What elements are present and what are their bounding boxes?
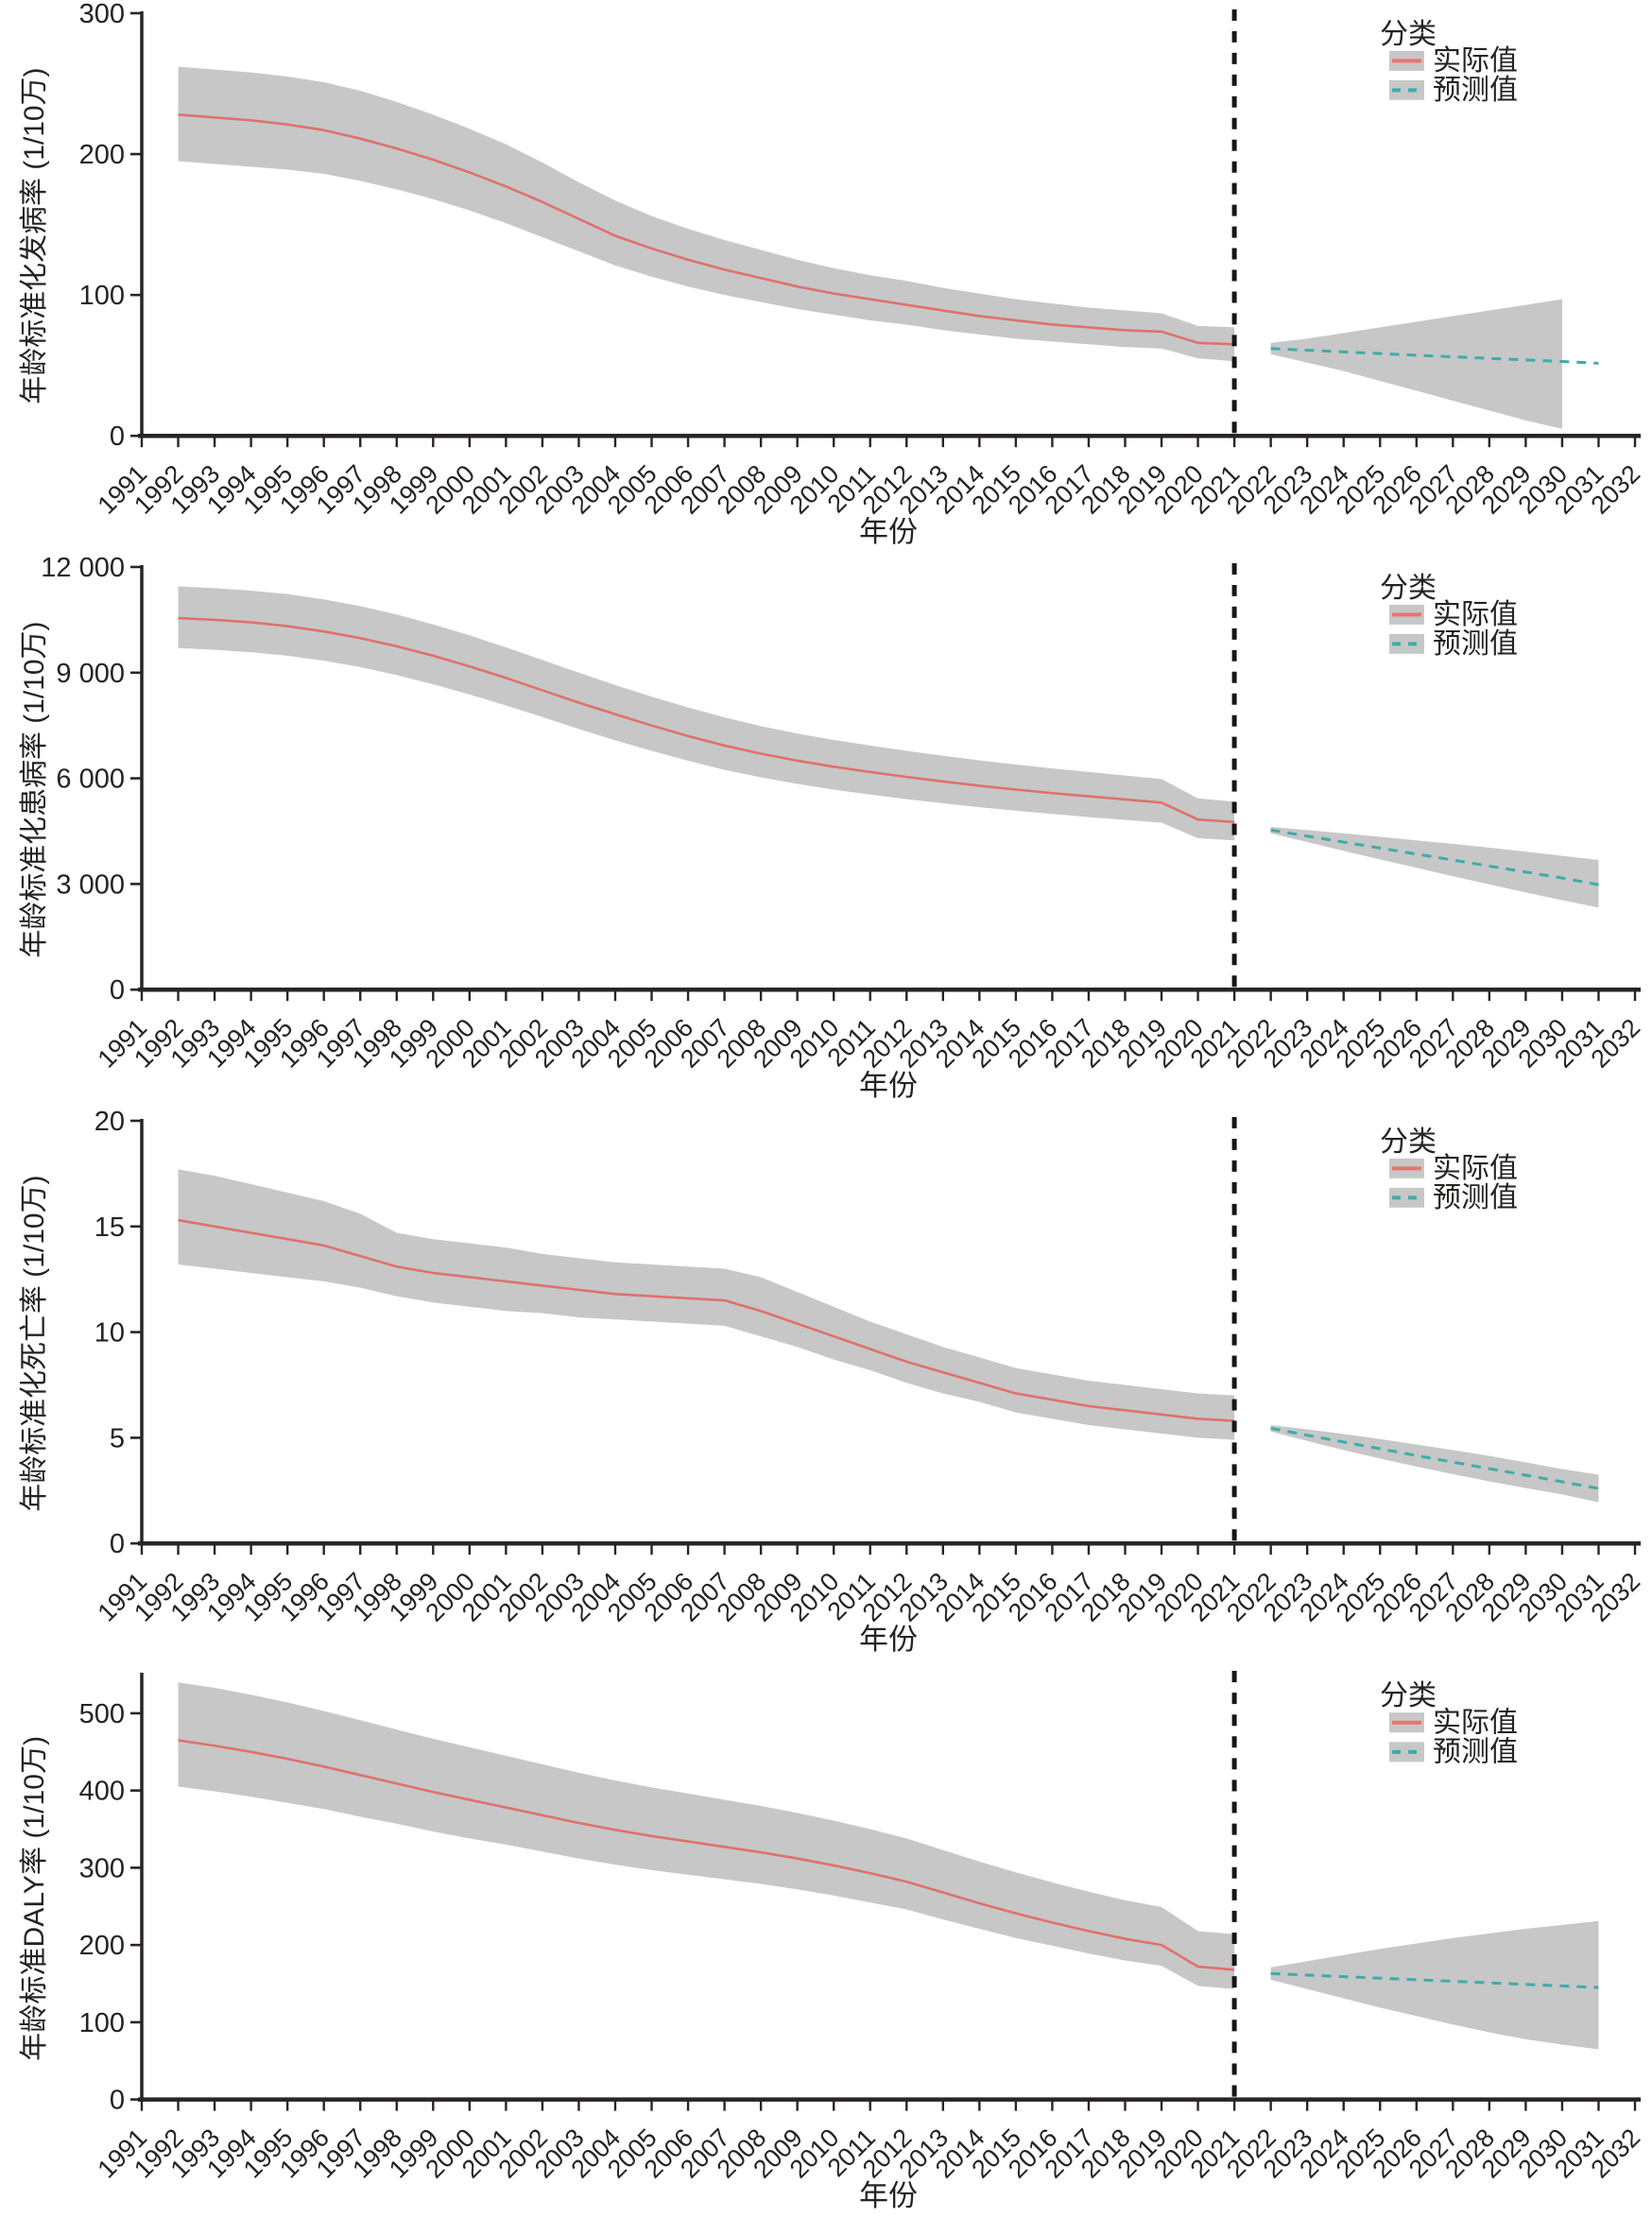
x-axis-title: 年份 — [859, 1623, 918, 1656]
y-tick-label: 5 — [110, 1423, 125, 1453]
y-axis-title: 年龄标准化发病率 (1/10万) — [19, 68, 50, 404]
legend-forecast-swatch — [1389, 1187, 1424, 1208]
y-axis-title: 年龄标准化死亡率 (1/10万) — [19, 1176, 50, 1512]
y-tick-label: 200 — [79, 1931, 125, 1961]
legend-title: 分类 — [1380, 573, 1437, 604]
forecast-confidence-band — [1270, 827, 1599, 908]
panel-incidence-rate: 1991 1992 1993 1994 1995 1996 1997 1998 1999 2000… — [0, 0, 1652, 554]
legend: 分类 实际值 预测值 — [1380, 1126, 1518, 1213]
forecast-line — [1270, 1426, 1599, 1490]
legend-actual-label: 实际值 — [1433, 1153, 1518, 1184]
panel-prevalence-rate: 1991 1992 1993 1994 1995 1996 1997 1998 1999 2000… — [0, 554, 1652, 1108]
incidence-chart: 1991199219931994199519961997199819992000… — [19, 0, 1645, 548]
actual-line — [178, 616, 1235, 824]
y-tick-label: 12 000 — [41, 554, 125, 583]
legend-forecast-label: 预测值 — [1433, 628, 1518, 660]
forecast-confidence-band — [1270, 1920, 1599, 2050]
daly-chart: 1991199219931994199519961997199819992000… — [19, 1671, 1645, 2212]
legend-forecast-label: 预测值 — [1433, 1736, 1518, 1767]
y-tick-label: 15 — [95, 1212, 125, 1243]
actual-line — [178, 1218, 1235, 1422]
y-tick-label: 10 — [95, 1318, 125, 1349]
legend-forecast-swatch — [1389, 633, 1424, 654]
y-tick-label: 0 — [110, 421, 125, 452]
legend-forecast-label: 预测值 — [1433, 1182, 1518, 1213]
y-tick-label: 300 — [79, 0, 125, 29]
y-tick-label: 200 — [79, 140, 125, 170]
legend-forecast-label: 预测值 — [1433, 75, 1518, 106]
prevalence-chart: 1991199219931994199519961997199819992000… — [19, 554, 1645, 1102]
y-tick-label: 6 000 — [56, 765, 125, 795]
legend: 分类 实际值 预测值 — [1380, 1680, 1518, 1767]
legend-actual-label: 实际值 — [1433, 1707, 1518, 1738]
y-tick-label: 100 — [79, 2008, 125, 2038]
legend-actual-label: 实际值 — [1433, 599, 1518, 630]
y-axis-title: 年龄标准DALY率 (1/10万) — [19, 1736, 50, 2061]
forecast-confidence-band — [1270, 1424, 1599, 1503]
y-tick-label: 500 — [79, 1699, 125, 1729]
forecast-confidence-band — [1270, 299, 1562, 429]
legend-forecast-swatch — [1389, 79, 1424, 100]
actual-confidence-band — [178, 66, 1235, 362]
y-tick-label: 20 — [95, 1108, 125, 1137]
actual-confidence-band — [178, 1169, 1235, 1440]
actual-confidence-band — [178, 586, 1235, 841]
y-tick-label: 0 — [110, 2086, 125, 2116]
y-tick-label: 400 — [79, 1777, 125, 1807]
actual-line — [178, 113, 1235, 346]
y-tick-label: 300 — [79, 1853, 125, 1883]
actual-line — [178, 1739, 1235, 1971]
y-tick-label: 3 000 — [56, 869, 125, 900]
y-tick-label: 0 — [110, 975, 125, 1006]
legend-actual-label: 实际值 — [1433, 45, 1518, 77]
legend: 分类 实际值 预测值 — [1380, 19, 1518, 106]
forecast-line — [1270, 1971, 1599, 1989]
mortality-chart: 1991199219931994199519961997199819992000… — [19, 1108, 1645, 1656]
x-axis-title: 年份 — [859, 515, 918, 548]
panel-daly-rate: 1991 1992 1993 1994 1995 1996 1997 1998 1999 2000… — [0, 1661, 1652, 2218]
actual-confidence-band — [178, 1682, 1235, 1989]
y-tick-label: 0 — [110, 1529, 125, 1559]
legend-title: 分类 — [1380, 1126, 1437, 1158]
x-axis-title: 年份 — [859, 2179, 918, 2212]
legend-title: 分类 — [1380, 1680, 1437, 1711]
legend-forecast-swatch — [1389, 1742, 1424, 1762]
y-tick-label: 100 — [79, 281, 125, 311]
y-axis-title: 年龄标准化患病率 (1/10万) — [19, 622, 50, 958]
y-tick-label: 9 000 — [56, 659, 125, 689]
forecast-line — [1270, 347, 1599, 365]
panel-mortality-rate: 1991 1992 1993 1994 1995 1996 1997 1998 1999 2000… — [0, 1108, 1652, 1661]
legend-title: 分类 — [1380, 19, 1437, 50]
forecast-line — [1270, 828, 1599, 886]
legend: 分类 实际值 预测值 — [1380, 573, 1518, 660]
x-axis-title: 年份 — [859, 1069, 918, 1102]
